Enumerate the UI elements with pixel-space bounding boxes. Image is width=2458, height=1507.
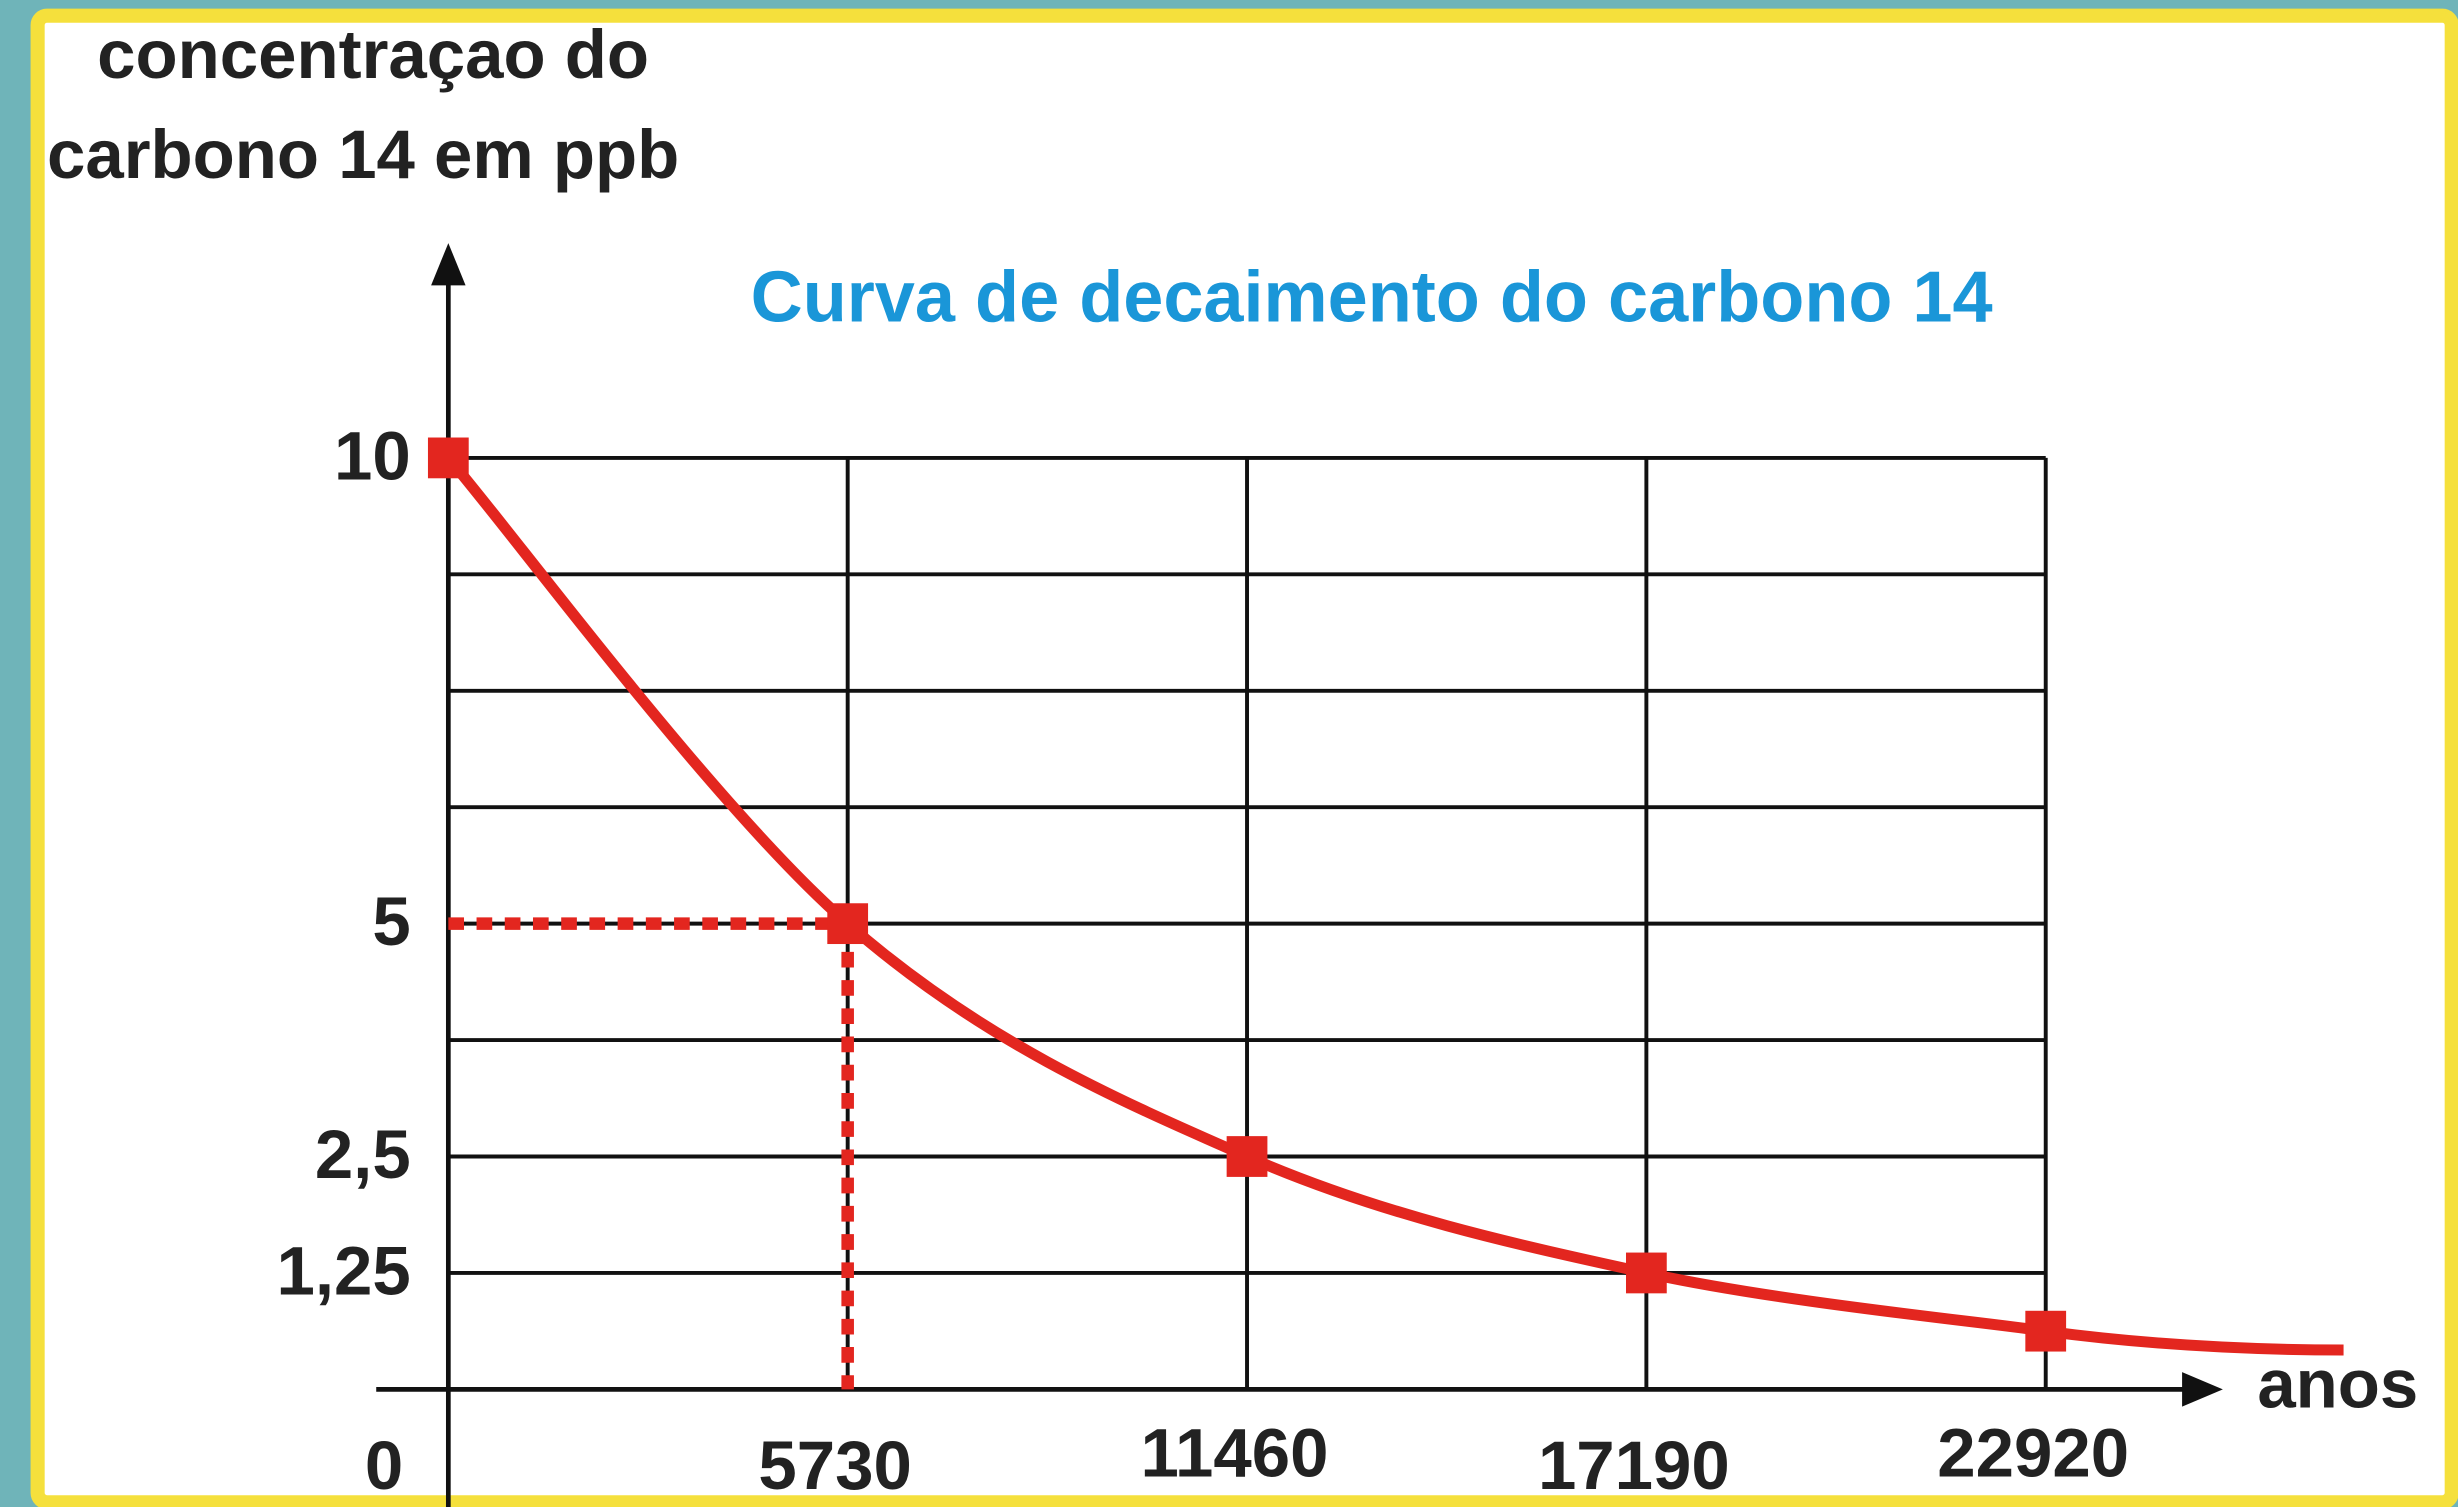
marker [2025, 1310, 2067, 1352]
marker [427, 437, 469, 479]
x-axis-label: anos [2257, 1346, 2418, 1423]
y-tick-label: 5 [372, 883, 410, 960]
y-tick-label: 10 [334, 417, 411, 494]
x-tick-label: 22920 [1937, 1415, 2129, 1492]
x-tick-label: 5730 [758, 1427, 911, 1504]
x-tick-label: 17190 [1538, 1427, 1730, 1504]
x-tick-label: 0 [365, 1427, 403, 1504]
marker [827, 903, 869, 945]
y-axis-label: carbono 14 em ppb [47, 116, 679, 193]
curve-tail [2044, 1325, 2344, 1356]
y-tick-label: 1,25 [277, 1232, 411, 1309]
y-axis-arrow [431, 243, 466, 286]
y-tick-label: 2,5 [315, 1116, 411, 1193]
x-axis-arrow [2182, 1372, 2223, 1407]
marker [1226, 1136, 1268, 1177]
marker [1625, 1252, 1667, 1294]
chart-title: Curva de decaimento do carbono 14 [751, 258, 1993, 338]
frame [30, 8, 2458, 1507]
y-axis-label: concentraçao do [97, 16, 649, 93]
line [444, 454, 2047, 1337]
x-tick-label: 11460 [1141, 1415, 1329, 1492]
